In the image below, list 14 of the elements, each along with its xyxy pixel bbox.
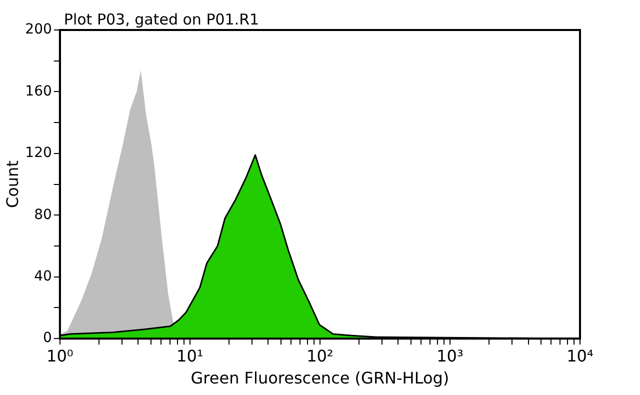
y-tick-label: 0 bbox=[43, 330, 52, 346]
chart-title: Plot P03, gated on P01.R1 bbox=[64, 10, 260, 28]
x-axis-title: Green Fluorescence (GRN-HLog) bbox=[190, 368, 450, 388]
x-tick-label: 10³ bbox=[436, 346, 464, 366]
x-tick-label: 10⁰ bbox=[46, 346, 74, 366]
x-tick-label: 10² bbox=[306, 346, 334, 366]
y-tick-label: 200 bbox=[25, 22, 52, 38]
y-axis-title: Count bbox=[2, 160, 22, 208]
y-tick-label: 120 bbox=[25, 145, 52, 162]
y-tick-label: 40 bbox=[34, 268, 52, 285]
y-tick-label: 160 bbox=[25, 83, 52, 100]
x-tick-label: 10⁴ bbox=[566, 346, 594, 366]
x-tick-label: 10¹ bbox=[176, 346, 204, 366]
y-tick-label: 80 bbox=[34, 206, 52, 223]
